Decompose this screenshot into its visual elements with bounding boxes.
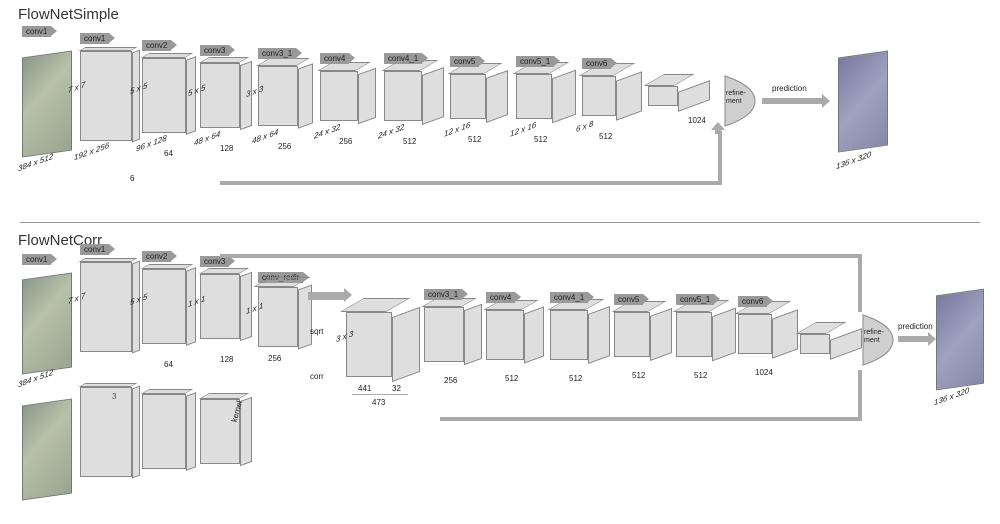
tab-conv5: conv5 xyxy=(450,56,479,67)
dim-conv5: 12 x 16 xyxy=(444,120,470,139)
dim-conv6: 6 x 8 xyxy=(576,119,593,134)
dim-conv3_1: 48 x 64 xyxy=(252,127,278,146)
ch-conv5: 512 xyxy=(632,371,645,380)
merged-441: 441 xyxy=(358,384,371,393)
corr-skip-top-down xyxy=(858,254,862,312)
ch-conv5: 512 xyxy=(468,135,481,144)
skip-arrow xyxy=(715,130,721,134)
corr-skip-top xyxy=(220,254,860,258)
skip-bar xyxy=(220,181,720,185)
dim-conv3: 48 x 64 xyxy=(194,129,220,148)
ch-conv6: 1024 xyxy=(755,368,773,377)
corr-conv1-tab: conv1 xyxy=(22,254,51,265)
ch-conv4: 512 xyxy=(505,374,518,383)
ch-conv4: 256 xyxy=(339,137,352,146)
corr-op-label: corr xyxy=(310,372,324,381)
input-ch: 6 xyxy=(130,174,134,183)
ch-conv5_1: 512 xyxy=(534,135,547,144)
tab-conv3_1: conv3_1 xyxy=(424,289,462,300)
tab-conv6: conv6 xyxy=(582,58,611,69)
corr-pred-label: prediction xyxy=(898,322,933,331)
sqrt-label: sqrt xyxy=(310,327,323,336)
tab-conv4: conv4 xyxy=(486,292,515,303)
tab-conv4_1: conv4_1 xyxy=(550,292,588,303)
ch-conv6: 512 xyxy=(599,132,612,141)
flownet-simple-section: FlowNetSimple conv1 384 x 512 6 conv17 x… xyxy=(0,6,1000,216)
conv1-tab: conv1 xyxy=(22,26,51,37)
ch-conv3_1: 256 xyxy=(444,376,457,385)
corr-input-top xyxy=(22,272,72,374)
out-dim: 136 x 320 xyxy=(836,150,871,172)
corr-output-image xyxy=(936,289,984,391)
merged-under xyxy=(352,394,408,395)
tab-conv5_1: conv5_1 xyxy=(516,56,554,67)
output-image xyxy=(838,50,888,152)
tab-conv4_1: conv4_1 xyxy=(384,53,422,64)
ch-conv4_1: 512 xyxy=(403,137,416,146)
ch-conv3: 128 xyxy=(220,355,233,364)
tab-conv2: conv2 xyxy=(142,251,171,262)
merged-473: 473 xyxy=(372,398,385,407)
dim-conv5_1: 12 x 16 xyxy=(510,120,536,139)
tab-conv3: conv3 xyxy=(200,45,229,56)
divider xyxy=(20,222,980,223)
dim-conv1: 192 x 256 xyxy=(74,141,109,163)
corr-input-bot xyxy=(22,398,72,500)
corr-refine-label: refine-ment xyxy=(864,329,884,345)
simple-title: FlowNetSimple xyxy=(18,6,119,23)
tab-conv3_1: conv3_1 xyxy=(258,48,296,59)
last-ch: 1024 xyxy=(688,116,706,125)
dim-conv2: 96 x 128 xyxy=(136,133,167,153)
tab-conv6: conv6 xyxy=(738,296,767,307)
ch-conv4_1: 512 xyxy=(569,374,582,383)
ch-conv2: 64 xyxy=(164,149,173,158)
redir-arrow xyxy=(308,292,344,300)
tab-conv4: conv4 xyxy=(320,53,349,64)
pred-arrow xyxy=(762,98,822,104)
ch-conv3_1: 256 xyxy=(278,142,291,151)
ch-conv2: 64 xyxy=(164,360,173,369)
tab-conv5_1: conv5_1 xyxy=(676,294,714,305)
ch-conv3: 128 xyxy=(220,144,233,153)
flownet-corr-section: FlowNetCorr conv1 384 x 512 3 conv17 x 7… xyxy=(0,232,1000,522)
pred-label: prediction xyxy=(772,84,807,93)
refine-label: refine-ment xyxy=(726,90,746,106)
dim-conv4: 24 x 32 xyxy=(314,122,340,141)
corr-skip-bot-up xyxy=(858,370,862,421)
tab-conv2: conv2 xyxy=(142,40,171,51)
tab-conv1: conv1 xyxy=(80,33,109,44)
skip-up xyxy=(718,131,722,185)
tab-conv1: conv1 xyxy=(80,244,109,255)
merged-32: 32 xyxy=(392,384,401,393)
tab-conv5: conv5 xyxy=(614,294,643,305)
corr-pred-arrow xyxy=(898,336,928,342)
ch-conv5_1: 512 xyxy=(694,371,707,380)
corr-skip-bot xyxy=(440,417,860,421)
dim-conv4_1: 24 x 32 xyxy=(378,122,404,141)
input-image xyxy=(22,50,72,157)
redir-ch: 256 xyxy=(268,354,281,363)
